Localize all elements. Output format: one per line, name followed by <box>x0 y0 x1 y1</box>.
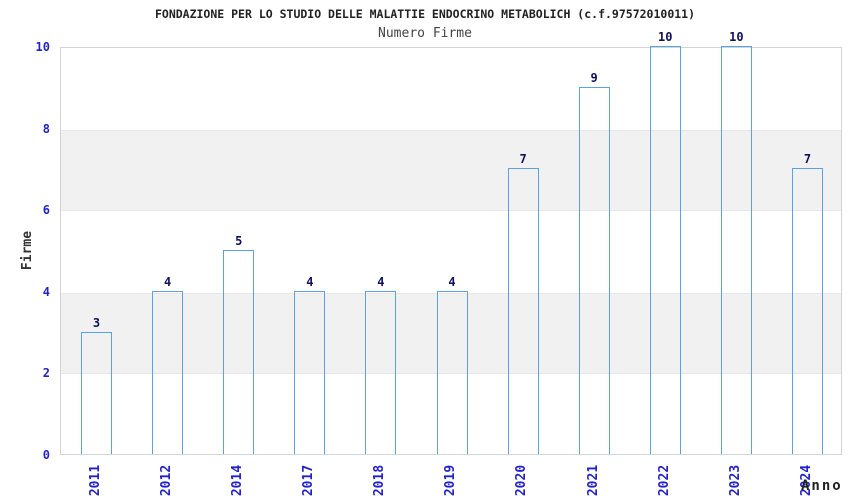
x-tick-2019: 2019 <box>431 458 471 500</box>
x-tick-label: 2020 <box>514 464 530 496</box>
bar-value-label-2021: 9 <box>590 70 598 85</box>
bar-2014 <box>223 250 255 454</box>
y-axis-label: Firme <box>8 230 48 270</box>
x-tick-2011: 2011 <box>76 458 116 500</box>
bar-2021 <box>578 86 610 454</box>
bar-2017 <box>294 290 326 454</box>
chart-title: FONDAZIONE PER LO STUDIO DELLE MALATTIE … <box>154 7 696 21</box>
y-axis-label-text: Firme <box>20 230 36 270</box>
plot-band-gray <box>61 129 841 212</box>
x-tick-2018: 2018 <box>360 458 400 500</box>
bar-value-label-2012: 4 <box>164 274 172 289</box>
bar-2011 <box>81 331 113 454</box>
x-tick-label: 2023 <box>727 464 743 496</box>
bar-2018 <box>365 290 397 454</box>
bar-value-label-2023: 10 <box>729 30 744 44</box>
bar-value-label-2019: 4 <box>448 274 456 289</box>
x-tick-2014: 2014 <box>218 458 258 500</box>
x-tick-label: 2017 <box>301 464 317 496</box>
bar-value-label-2024: 7 <box>803 152 812 167</box>
x-tick-2020: 2020 <box>502 458 542 500</box>
bar-2024 <box>791 168 823 454</box>
bar-value-label-2018: 4 <box>377 274 385 289</box>
bar-value-label-2011: 3 <box>92 315 101 330</box>
bar-2023 <box>720 46 752 454</box>
bar-2020 <box>507 168 539 454</box>
x-tick-label: 2014 <box>230 464 246 496</box>
x-tick-2012: 2012 <box>147 458 187 500</box>
x-tick-2021: 2021 <box>573 458 613 500</box>
x-tick-2023: 2023 <box>715 458 755 500</box>
bar-value-label-2020: 7 <box>519 152 527 167</box>
y-tick-6: 6 <box>42 203 50 218</box>
x-tick-2017: 2017 <box>289 458 329 500</box>
x-tick-label: 2018 <box>372 464 388 496</box>
plot-band-gray <box>61 292 841 375</box>
y-tick-10: 10 <box>35 40 50 54</box>
y-tick-2: 2 <box>42 366 50 381</box>
x-tick-label: 2022 <box>656 464 672 496</box>
bar-2022 <box>649 46 681 454</box>
y-tick-0: 0 <box>42 448 50 462</box>
chart-subtitle: Numero Firme <box>378 26 472 41</box>
x-tick-2022: 2022 <box>644 458 684 500</box>
x-axis-label: Anno <box>801 478 843 494</box>
y-tick-8: 8 <box>42 121 50 136</box>
bar-value-label-2022: 10 <box>658 30 673 44</box>
y-tick-4: 4 <box>42 284 50 299</box>
x-tick-label: 2021 <box>585 464 601 496</box>
x-tick-label: 2012 <box>159 464 175 496</box>
bar-2012 <box>152 290 184 454</box>
x-tick-label: 2011 <box>88 464 104 496</box>
x-tick-label: 2019 <box>443 464 459 496</box>
bar-value-label-2014: 5 <box>235 234 243 248</box>
bar-2019 <box>436 290 468 454</box>
plot-area: 3 4 5 4 4 4 7 9 10 10 7 <box>60 30 842 455</box>
bar-value-label-2017: 4 <box>306 274 314 289</box>
